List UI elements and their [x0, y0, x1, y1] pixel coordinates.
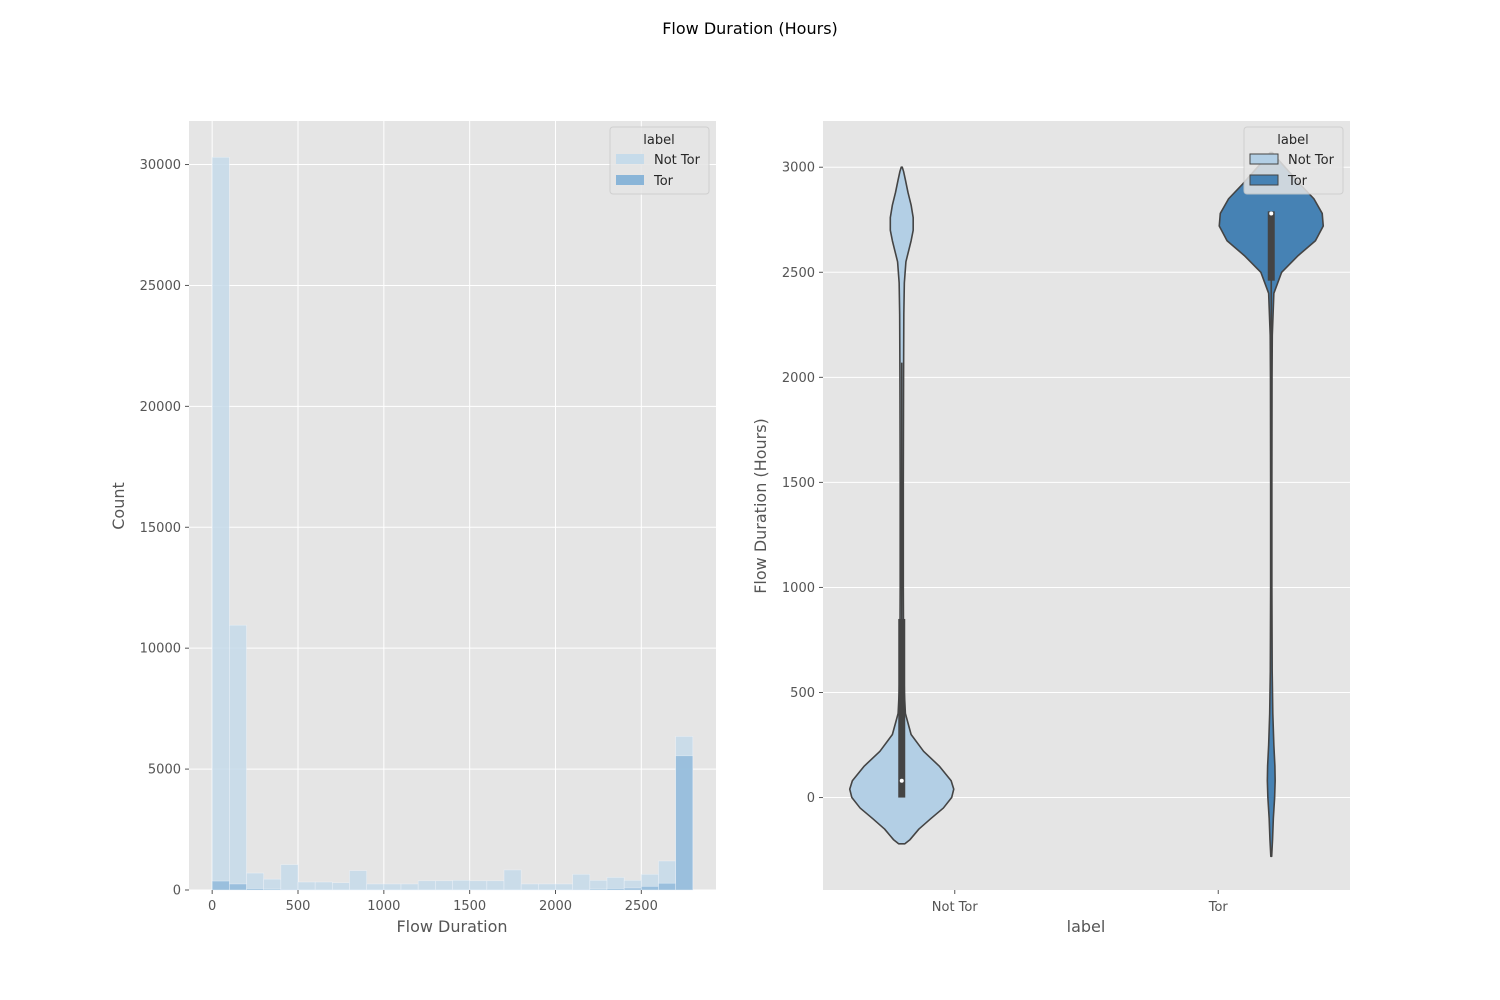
violin-panel: Not Tor Tor 0 500 1000 1500 2000 2500 3000 labe… [751, 121, 1350, 936]
histogram-y-tick-label: 15000 [140, 521, 181, 536]
histogram-y-tick-label: 20000 [140, 400, 181, 415]
histogram-bar-not-tor [211, 156, 230, 891]
histogram-bar-tor [623, 887, 642, 891]
histogram-bar-tor [675, 755, 694, 891]
violin-y-tick-label: 500 [790, 686, 815, 701]
histogram-plot-area [189, 121, 716, 890]
histogram-bar-not-tor [332, 882, 350, 891]
histogram-legend-swatch-tor [616, 175, 644, 185]
histogram-bar-not-tor [314, 881, 333, 891]
histogram-y-tick-label: 0 [173, 884, 181, 899]
histogram-x-axis-label: Flow Duration [396, 917, 507, 936]
violin-median-not-tor [899, 778, 904, 783]
histogram-y-axis-label: Count [109, 482, 128, 530]
histogram-bar-tor [229, 883, 247, 891]
histogram-bar-not-tor [486, 880, 505, 891]
histogram-panel: 0 500 1000 1500 2000 2500 0 5000 10000 15000 2000… [109, 121, 716, 936]
histogram-x-tick-label: 2500 [625, 899, 658, 914]
histogram-x-tick-label: 500 [286, 899, 311, 914]
violin-legend-title: label [1277, 133, 1308, 148]
histogram-x-tick-label: 2000 [539, 899, 572, 914]
histogram-bar-not-tor [555, 883, 573, 891]
violin-legend-label-not-tor: Not Tor [1288, 153, 1335, 168]
violin-legend-swatch-tor [1249, 174, 1279, 186]
histogram-legend-label-not-tor: Not Tor [654, 153, 701, 168]
histogram-bar-tor [641, 886, 659, 891]
histogram-y-tick-label: 25000 [140, 279, 181, 294]
histogram-y-ticks: 0 5000 10000 15000 20000 25000 30000 [140, 158, 189, 899]
histogram-bar-not-tor [469, 880, 488, 891]
histogram-y-tick-label: 10000 [140, 642, 181, 657]
violin-y-ticks: 0 500 1000 1500 2000 2500 3000 [782, 161, 823, 806]
histogram-bar-tor [572, 888, 591, 891]
violin-y-tick-label: 0 [807, 791, 815, 806]
violin-legend: label Not Tor Tor [1243, 126, 1344, 195]
violin-y-tick-label: 2000 [782, 371, 815, 386]
histogram-x-tick-label: 1500 [453, 899, 486, 914]
histogram-bar-not-tor [400, 883, 419, 891]
histogram-bar-not-tor [366, 883, 385, 891]
violin-bodies [848, 151, 1325, 858]
violin-legend-label-tor: Tor [1287, 174, 1308, 189]
violin-x-tick-label: Tor [1208, 900, 1229, 915]
histogram-bar-not-tor [435, 880, 453, 891]
histogram-bar-not-tor [246, 872, 264, 891]
violin-legend-swatch-not-tor [1249, 153, 1279, 165]
histogram-bar-not-tor [280, 864, 299, 891]
histogram-bar-tor [246, 888, 264, 891]
histogram-bar-not-tor [229, 624, 247, 891]
histogram-bar-not-tor [452, 880, 470, 891]
histogram-bar-tor [589, 888, 608, 891]
histogram-legend-swatch-not-tor [616, 154, 644, 164]
histogram-bar-not-tor [349, 870, 367, 891]
histogram-bar-not-tor [503, 869, 522, 891]
figure-title: Flow Duration (Hours) [662, 19, 838, 38]
violin-x-ticks: Not Tor Tor [932, 890, 1229, 915]
violin-y-tick-label: 1000 [782, 581, 815, 596]
histogram-x-ticks: 0 500 1000 1500 2000 2500 [208, 890, 658, 914]
histogram-bar-not-tor [263, 878, 282, 891]
histogram-bar-tor [606, 888, 625, 891]
histogram-bar-not-tor [572, 873, 591, 891]
histogram-bar-not-tor [417, 880, 436, 891]
violin-x-axis-label: label [1067, 917, 1106, 936]
histogram-legend-label-tor: Tor [653, 174, 674, 189]
violin-iqr-box-not-tor [898, 618, 906, 798]
histogram-bar-not-tor [589, 880, 608, 891]
histogram-bars [211, 156, 694, 891]
histogram-bar-not-tor [606, 877, 625, 891]
histogram-y-tick-label: 5000 [148, 763, 181, 778]
histogram-bar-not-tor [297, 881, 316, 891]
histogram-bar-not-tor [383, 883, 402, 891]
violin-y-tick-label: 1500 [782, 476, 815, 491]
histogram-bar-not-tor [538, 883, 556, 891]
histogram-legend-title: label [643, 133, 674, 148]
histogram-x-tick-label: 1000 [367, 899, 400, 914]
violin-y-tick-label: 2500 [782, 266, 815, 281]
histogram-bar-tor [658, 882, 676, 891]
histogram-y-tick-label: 30000 [140, 158, 181, 173]
violin-x-tick-label: Not Tor [932, 900, 979, 915]
histogram-bar-not-tor [520, 883, 539, 891]
histogram-x-tick-label: 0 [208, 899, 216, 914]
violin-y-tick-label: 3000 [782, 161, 815, 176]
histogram-legend: label Not Tor Tor [609, 126, 710, 195]
histogram-bar-tor [280, 888, 299, 891]
violin-iqr-box-tor [1267, 211, 1275, 281]
violin-median-tor [1269, 211, 1274, 216]
histogram-bar-tor [211, 880, 230, 891]
histogram-bar-tor [263, 888, 282, 891]
violin-y-axis-label: Flow Duration (Hours) [751, 418, 770, 594]
